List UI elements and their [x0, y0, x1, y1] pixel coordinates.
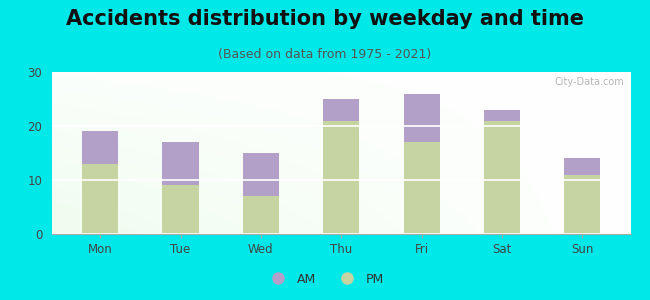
- Bar: [404, 142, 439, 234]
- Bar: [323, 121, 359, 234]
- Bar: [162, 185, 199, 234]
- Bar: [82, 164, 118, 234]
- Text: Accidents distribution by weekday and time: Accidents distribution by weekday and ti…: [66, 9, 584, 29]
- Bar: [564, 158, 601, 175]
- Bar: [484, 110, 520, 121]
- Bar: [323, 99, 359, 121]
- Bar: [564, 175, 601, 234]
- Bar: [404, 94, 439, 142]
- Bar: [243, 196, 279, 234]
- Bar: [243, 153, 279, 196]
- Bar: [484, 121, 520, 234]
- Bar: [82, 131, 118, 164]
- Bar: [162, 142, 199, 185]
- Text: City-Data.com: City-Data.com: [555, 77, 625, 87]
- Text: (Based on data from 1975 - 2021): (Based on data from 1975 - 2021): [218, 48, 432, 61]
- Legend: AM, PM: AM, PM: [261, 268, 389, 291]
